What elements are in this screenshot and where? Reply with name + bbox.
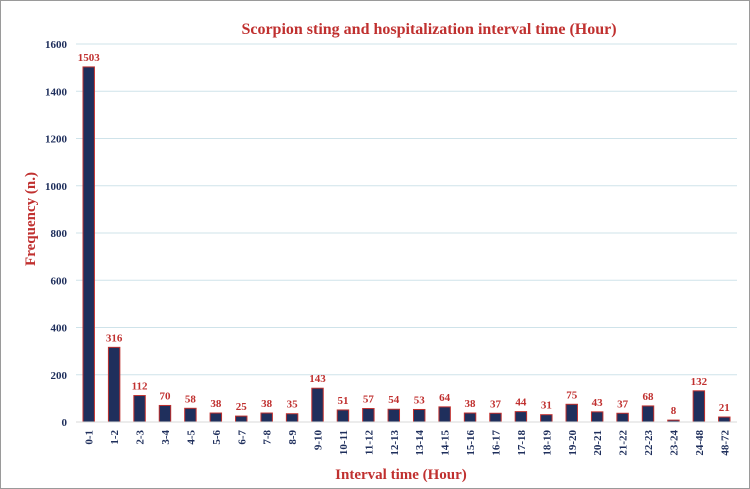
x-tick-label: 14-15 <box>440 430 452 456</box>
bar <box>463 412 477 423</box>
bar <box>692 390 706 423</box>
x-axis-label: Interval time (Hour) <box>335 467 467 483</box>
data-label: 51 <box>337 395 348 407</box>
data-label: 25 <box>236 401 248 413</box>
bar <box>616 412 629 423</box>
data-label: 44 <box>515 397 527 409</box>
data-label: 70 <box>159 390 171 402</box>
x-tick-label: 20-21 <box>592 430 604 456</box>
x-tick-label: 22-23 <box>643 430 655 456</box>
x-tick-label: 21-22 <box>618 430 630 456</box>
bar <box>82 66 95 423</box>
x-tick-label: 6-7 <box>236 430 248 445</box>
x-tick-label: 23-24 <box>668 430 680 456</box>
data-label: 64 <box>439 392 451 404</box>
data-label: 37 <box>617 398 629 410</box>
data-label: 21 <box>719 402 730 414</box>
bar <box>158 404 172 423</box>
y-axis-ticks: 0 200 400 600 800 1000 1200 1400 1600 <box>45 39 68 429</box>
data-label: 57 <box>363 394 375 406</box>
bar <box>336 409 350 423</box>
bar <box>260 412 273 423</box>
bar <box>718 416 731 423</box>
data-label: 1503 <box>78 52 101 64</box>
gridlines <box>76 43 737 376</box>
y-tick-label: 400 <box>51 323 68 335</box>
x-tick-label: 3-4 <box>160 430 172 445</box>
y-tick-label: 800 <box>51 228 68 240</box>
bar <box>235 415 248 423</box>
bar <box>184 407 197 423</box>
x-tick-label: 12-13 <box>389 430 401 456</box>
data-label: 31 <box>541 400 552 412</box>
bar <box>107 346 121 423</box>
data-label: 112 <box>132 381 148 393</box>
x-tick-label: 0-1 <box>84 430 96 445</box>
y-tick-label: 600 <box>51 275 68 287</box>
data-label: 38 <box>210 398 222 410</box>
data-label: 53 <box>414 394 426 406</box>
data-label: 75 <box>566 389 578 401</box>
bar <box>209 412 223 423</box>
x-tick-label: 4-5 <box>185 430 197 445</box>
x-tick-label: 11-12 <box>363 430 375 456</box>
x-tick-label: 48-72 <box>719 430 731 456</box>
bar <box>489 412 502 423</box>
data-label: 38 <box>261 398 273 410</box>
y-tick-label: 1600 <box>45 39 68 51</box>
data-label: 8 <box>671 405 677 417</box>
data-label: 316 <box>106 332 123 344</box>
x-tick-label: 7-8 <box>262 430 274 445</box>
x-tick-label: 8-9 <box>287 430 299 445</box>
bar <box>438 406 451 423</box>
chart-title: Scorpion sting and hospitalization inter… <box>241 21 616 38</box>
data-label: 43 <box>592 397 604 409</box>
x-tick-label: 5-6 <box>211 430 223 445</box>
data-label: 132 <box>691 376 708 388</box>
x-axis-ticks: 0-1 1-2 2-3 3-4 4-5 5-6 6-7 7-8 8-9 9-10 10-11 11-1… <box>84 430 732 456</box>
y-tick-label: 1400 <box>45 86 68 98</box>
x-tick-label: 17-18 <box>516 430 528 456</box>
y-axis-label: Frequency (n.) <box>23 172 39 266</box>
bar <box>133 395 146 423</box>
data-label: 35 <box>287 399 299 411</box>
bar <box>412 408 426 423</box>
y-tick-label: 1200 <box>45 134 68 146</box>
bar <box>514 411 528 423</box>
data-label: 143 <box>309 373 326 385</box>
data-label: 58 <box>185 393 197 405</box>
bar <box>590 411 604 423</box>
bar <box>362 408 375 423</box>
data-label: 54 <box>388 394 400 406</box>
data-label: 38 <box>465 398 477 410</box>
data-labels: 1503 316 112 70 58 38 25 38 35 143 51 57 54 53 64 38 37 4… <box>78 52 730 417</box>
y-tick-label: 200 <box>51 370 68 382</box>
x-tick-label: 10-11 <box>338 430 350 455</box>
x-tick-label: 18-19 <box>541 430 553 456</box>
x-tick-label: 13-14 <box>414 430 426 456</box>
x-tick-label: 2-3 <box>135 430 147 445</box>
bars <box>82 66 731 423</box>
x-tick-label: 16-17 <box>490 430 502 456</box>
bar <box>565 403 578 423</box>
bar <box>540 414 553 423</box>
y-tick-label: 0 <box>62 417 68 429</box>
y-tick-label: 1000 <box>45 181 68 193</box>
bar <box>641 405 655 423</box>
bar <box>387 408 401 423</box>
x-tick-label: 19-20 <box>567 430 579 456</box>
bar <box>311 387 324 423</box>
x-tick-label: 9-10 <box>313 430 325 451</box>
x-tick-label: 1-2 <box>109 430 121 445</box>
x-tick-label: 24-48 <box>694 430 706 456</box>
data-label: 37 <box>490 398 502 410</box>
bar <box>285 413 299 423</box>
data-label: 68 <box>643 391 655 403</box>
x-tick-label: 15-16 <box>465 430 477 456</box>
